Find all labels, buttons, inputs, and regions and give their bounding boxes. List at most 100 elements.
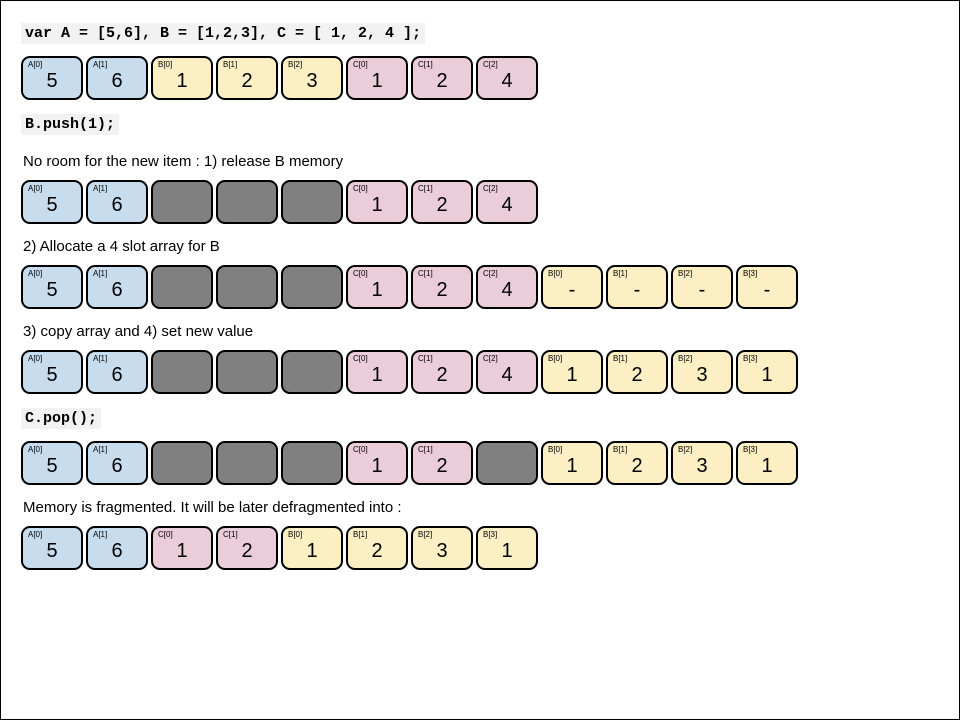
cell-value: 2 xyxy=(631,364,642,387)
cell-value: 1 xyxy=(371,364,382,387)
memory-cell-B: B[1]2 xyxy=(606,441,668,485)
cell-index: C[1] xyxy=(418,354,433,363)
cell-value: 5 xyxy=(46,455,57,478)
memory-cell-C: C[0]1 xyxy=(151,526,213,570)
memory-cell-C: C[2]4 xyxy=(476,56,538,100)
memory-cell-C: C[1]2 xyxy=(411,180,473,224)
cell-value: 6 xyxy=(111,279,122,302)
memory-cell-free xyxy=(216,265,278,309)
cell-value: 1 xyxy=(176,540,187,563)
cell-index: B[0] xyxy=(288,530,302,539)
cell-index: B[0] xyxy=(158,60,172,69)
cell-value: 2 xyxy=(631,455,642,478)
cell-value: 1 xyxy=(371,455,382,478)
cell-index: B[3] xyxy=(483,530,497,539)
cell-value: 5 xyxy=(46,194,57,217)
cell-index: B[0] xyxy=(548,269,562,278)
cell-index: A[0] xyxy=(28,184,42,193)
cell-index: A[1] xyxy=(93,354,107,363)
cell-value: 4 xyxy=(501,70,512,93)
cell-index: C[2] xyxy=(483,354,498,363)
cell-value: 2 xyxy=(241,540,252,563)
cell-index: B[3] xyxy=(743,445,757,454)
cell-value: - xyxy=(699,279,706,302)
cell-value: 2 xyxy=(436,364,447,387)
memory-cell-A: A[1]6 xyxy=(86,265,148,309)
cell-value: 2 xyxy=(436,194,447,217)
cell-value: 6 xyxy=(111,70,122,93)
memory-row: A[0]5A[1]6C[0]1C[1]2B[0]1B[1]2B[2]3B[3]1 xyxy=(21,441,939,485)
cell-index: B[0] xyxy=(548,354,562,363)
cell-index: B[1] xyxy=(353,530,367,539)
memory-cell-B: B[3]1 xyxy=(736,350,798,394)
diagram-frame: var A = [5,6], B = [1,2,3], C = [ 1, 2, … xyxy=(0,0,960,720)
memory-cell-C: C[1]2 xyxy=(411,56,473,100)
memory-cell-free xyxy=(216,350,278,394)
memory-cell-A: A[1]6 xyxy=(86,180,148,224)
memory-cell-free xyxy=(281,350,343,394)
cell-index: B[0] xyxy=(548,445,562,454)
memory-cell-free xyxy=(151,265,213,309)
section: B.push(1);No room for the new item : 1) … xyxy=(21,114,939,224)
memory-cell-free xyxy=(281,180,343,224)
section: C.pop();A[0]5A[1]6C[0]1C[1]2B[0]1B[1]2B[… xyxy=(21,408,939,485)
memory-cell-B: B[2]3 xyxy=(671,441,733,485)
cell-index: A[0] xyxy=(28,530,42,539)
cell-value: 3 xyxy=(696,455,707,478)
cell-value: 3 xyxy=(436,540,447,563)
cell-value: 5 xyxy=(46,279,57,302)
memory-cell-C: C[1]2 xyxy=(216,526,278,570)
cell-index: B[3] xyxy=(743,269,757,278)
memory-cell-B: B[1]- xyxy=(606,265,668,309)
cell-index: C[1] xyxy=(418,60,433,69)
cell-index: B[2] xyxy=(418,530,432,539)
cell-value: 3 xyxy=(306,70,317,93)
memory-cell-A: A[1]6 xyxy=(86,56,148,100)
cell-index: C[1] xyxy=(418,445,433,454)
cell-index: C[1] xyxy=(418,269,433,278)
cell-index: C[0] xyxy=(353,60,368,69)
code-line: C.pop(); xyxy=(21,408,101,429)
memory-cell-free xyxy=(476,441,538,485)
memory-cell-C: C[0]1 xyxy=(346,350,408,394)
memory-cell-C: C[1]2 xyxy=(411,350,473,394)
cell-index: B[2] xyxy=(678,269,692,278)
cell-index: C[1] xyxy=(223,530,238,539)
cell-value: 6 xyxy=(111,364,122,387)
memory-cell-B: B[3]- xyxy=(736,265,798,309)
memory-cell-B: B[3]1 xyxy=(476,526,538,570)
memory-cell-B: B[1]2 xyxy=(216,56,278,100)
cell-index: C[0] xyxy=(353,184,368,193)
memory-cell-A: A[0]5 xyxy=(21,526,83,570)
cell-value: 5 xyxy=(46,70,57,93)
memory-cell-free xyxy=(216,441,278,485)
memory-cell-C: C[1]2 xyxy=(411,441,473,485)
memory-cell-C: C[1]2 xyxy=(411,265,473,309)
cell-value: 1 xyxy=(176,70,187,93)
cell-value: - xyxy=(569,279,576,302)
memory-cell-C: C[2]4 xyxy=(476,350,538,394)
cell-value: 2 xyxy=(436,455,447,478)
cell-index: C[0] xyxy=(158,530,173,539)
memory-cell-A: A[1] 6 xyxy=(86,350,148,394)
cell-value: 2 xyxy=(436,279,447,302)
section: var A = [5,6], B = [1,2,3], C = [ 1, 2, … xyxy=(21,23,939,100)
cell-value: 1 xyxy=(306,540,317,563)
memory-cell-B: B[2] 3 xyxy=(411,526,473,570)
memory-cell-B: B[2]- xyxy=(671,265,733,309)
cell-value: 4 xyxy=(501,279,512,302)
cell-index: A[0] xyxy=(28,269,42,278)
memory-row: A[0]5A[1]6C[0]1C[1]2C[2]4 xyxy=(21,180,939,224)
memory-cell-B: B[0]1 xyxy=(541,350,603,394)
cell-index: A[1] xyxy=(93,530,107,539)
cell-value: 5 xyxy=(46,364,57,387)
memory-cell-C: C[2]4 xyxy=(476,265,538,309)
cell-index: C[2] xyxy=(483,60,498,69)
memory-cell-free xyxy=(281,265,343,309)
cell-value: 2 xyxy=(241,70,252,93)
cell-value: - xyxy=(764,279,771,302)
memory-cell-B: B[1]2 xyxy=(346,526,408,570)
memory-cell-B: B[0] 1 xyxy=(281,526,343,570)
cell-index: A[0] xyxy=(28,60,42,69)
memory-cell-free xyxy=(151,180,213,224)
